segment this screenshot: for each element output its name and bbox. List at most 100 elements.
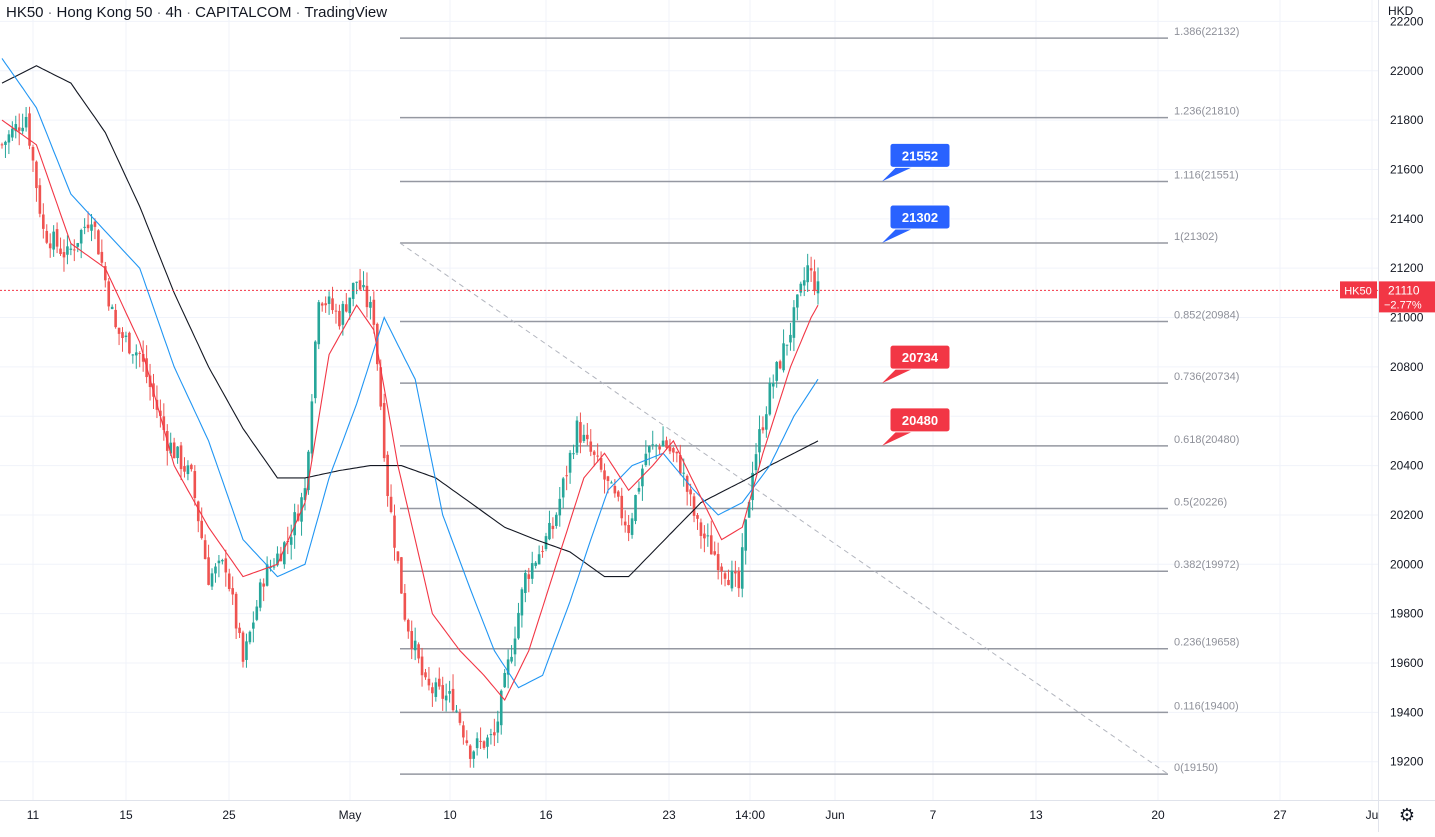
interval-label[interactable]: 4h bbox=[165, 4, 183, 21]
time-tick-label: 25 bbox=[222, 808, 236, 822]
candle-body bbox=[768, 382, 772, 415]
candle-body bbox=[379, 367, 383, 407]
candle-body bbox=[396, 551, 400, 561]
price-tick-label: 21600 bbox=[1390, 162, 1424, 176]
candle-body bbox=[806, 265, 809, 283]
candle-body bbox=[499, 690, 503, 726]
candle-body bbox=[310, 401, 314, 454]
symbol-ticker[interactable]: HK50 bbox=[6, 4, 44, 21]
fib-level-label: 0.618(20480) bbox=[1174, 434, 1239, 446]
candle-body bbox=[472, 751, 475, 759]
candle-body bbox=[696, 515, 699, 519]
callout-label: 21302 bbox=[902, 210, 938, 225]
candle-body bbox=[14, 124, 18, 132]
candle-body bbox=[758, 429, 761, 453]
candle-body bbox=[186, 465, 190, 475]
candle-body bbox=[293, 512, 296, 536]
moving-averages bbox=[1, 58, 819, 701]
fib-level-label: 1.116(21551) bbox=[1174, 170, 1239, 182]
candle-body bbox=[751, 472, 754, 501]
candle-body bbox=[796, 294, 799, 308]
price-tick-label: 19800 bbox=[1390, 607, 1424, 621]
candle-body bbox=[520, 589, 524, 616]
candle-body bbox=[813, 271, 816, 292]
candle-body bbox=[455, 710, 458, 712]
candle-body bbox=[248, 631, 252, 643]
price-tick-label: 19400 bbox=[1390, 705, 1424, 719]
candle-body bbox=[548, 522, 551, 540]
candle-body bbox=[675, 451, 679, 454]
candle-body bbox=[654, 445, 658, 447]
candle-body bbox=[479, 740, 482, 742]
header-separator: · bbox=[156, 4, 162, 21]
candle-body bbox=[138, 352, 142, 354]
candle-body bbox=[17, 127, 21, 131]
candle-body bbox=[537, 554, 541, 565]
last-price-line: HK50 21110 −2.77% bbox=[0, 281, 1435, 313]
candle-body bbox=[458, 712, 462, 723]
candle-body bbox=[351, 282, 355, 299]
price-tick-label: 21000 bbox=[1390, 311, 1424, 325]
candle-body bbox=[11, 128, 14, 138]
callout-pointer bbox=[882, 431, 912, 446]
candle-body bbox=[651, 444, 655, 446]
time-tick-label: Jun bbox=[825, 808, 844, 822]
candle-body bbox=[276, 553, 279, 566]
candle-body bbox=[575, 420, 579, 453]
candle-body bbox=[341, 303, 345, 325]
candle-body bbox=[369, 301, 372, 308]
price-tick-label: 21200 bbox=[1390, 261, 1424, 275]
candle-body bbox=[314, 341, 317, 399]
candle-body bbox=[503, 672, 506, 688]
candle-body bbox=[778, 361, 782, 369]
candle-body bbox=[672, 448, 675, 453]
candle-body bbox=[179, 445, 183, 470]
candle-body bbox=[527, 574, 531, 579]
candle-body bbox=[572, 453, 575, 455]
candle-body bbox=[317, 302, 321, 345]
fib-trendline bbox=[399, 242, 1169, 775]
candle-body bbox=[685, 475, 689, 492]
candle-body bbox=[771, 383, 775, 387]
candle-body bbox=[231, 588, 234, 595]
candle-body bbox=[692, 496, 696, 516]
currency-label[interactable]: HKD bbox=[1388, 4, 1414, 18]
candle-body bbox=[720, 566, 723, 572]
candle-body bbox=[565, 475, 568, 477]
price-tick-label: 20400 bbox=[1390, 459, 1424, 473]
candle-body bbox=[448, 691, 451, 694]
callout-label: 21552 bbox=[902, 148, 938, 163]
candle-body bbox=[799, 283, 803, 293]
candle-body bbox=[782, 343, 785, 371]
candle-body bbox=[610, 482, 613, 484]
candle-body bbox=[241, 632, 245, 662]
candle-body bbox=[792, 307, 796, 338]
candle-body bbox=[196, 501, 200, 522]
candle-body bbox=[358, 280, 362, 290]
settings-gear-icon[interactable]: ⚙ bbox=[1398, 805, 1416, 825]
candle-body bbox=[345, 304, 348, 312]
candle-body bbox=[462, 725, 465, 738]
candle-body bbox=[682, 472, 686, 474]
candle-body bbox=[544, 536, 548, 550]
candle-body bbox=[48, 243, 52, 249]
callout-box bbox=[889, 407, 951, 433]
candle-body bbox=[375, 323, 379, 365]
candle-body bbox=[38, 185, 42, 214]
candle-body bbox=[699, 522, 703, 536]
vertical-gridlines bbox=[32, 0, 1373, 800]
price-tick-label: 19200 bbox=[1390, 755, 1424, 769]
candle-body bbox=[582, 434, 586, 441]
candle-body bbox=[331, 298, 334, 311]
candle-body bbox=[24, 116, 28, 128]
fib-level-label: 0(19150) bbox=[1174, 762, 1218, 774]
candle-body bbox=[678, 455, 682, 474]
time-tick-label: May bbox=[339, 808, 362, 822]
price-tick-label: 22200 bbox=[1390, 14, 1424, 28]
candle-body bbox=[258, 582, 262, 608]
candle-body bbox=[785, 344, 789, 346]
fib-trendline-dashed bbox=[399, 242, 1169, 775]
candle-body bbox=[35, 161, 38, 189]
